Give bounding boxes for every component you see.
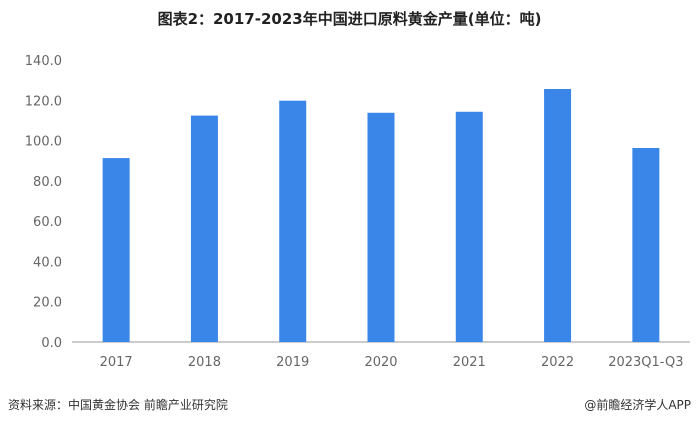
y-tick-label: 120.0	[25, 94, 62, 109]
x-tick-label: 2017	[100, 355, 133, 370]
bar	[279, 100, 307, 342]
y-tick-label: 20.0	[33, 296, 62, 311]
y-tick-label: 60.0	[33, 215, 62, 230]
bar	[632, 148, 660, 342]
chart-title: 图表2：2017-2023年中国进口原料黄金产量(单位：吨)	[157, 10, 542, 28]
y-tick-label: 100.0	[25, 135, 62, 150]
y-tick-label: 40.0	[33, 255, 62, 270]
y-tick-label: 80.0	[33, 175, 62, 190]
x-tick-label: 2020	[364, 355, 397, 370]
y-tick-label: 0.0	[41, 336, 62, 351]
bar	[102, 158, 130, 342]
y-tick-label: 140.0	[25, 54, 62, 69]
x-tick-label: 2023Q1-Q3	[608, 355, 683, 370]
x-tick-label: 2021	[453, 355, 486, 370]
bar	[367, 112, 395, 342]
source-note: 资料来源：中国黄金协会 前瞻产业研究院	[8, 398, 228, 412]
bar	[455, 111, 483, 342]
brand-note: @前瞻经济学人APP	[584, 398, 691, 412]
x-tick-label: 2022	[541, 355, 574, 370]
x-tick-label: 2018	[188, 355, 221, 370]
bar	[544, 89, 572, 343]
x-tick-label: 2019	[276, 355, 309, 370]
bar	[190, 115, 218, 342]
